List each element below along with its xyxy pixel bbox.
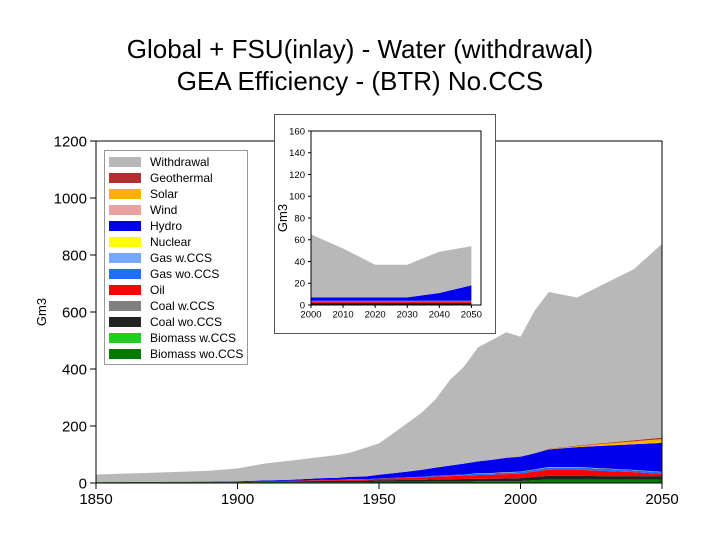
inset-y-tick-label: 120 (289, 170, 305, 181)
inset-series-hydro (311, 285, 472, 301)
legend-label: Oil (150, 282, 165, 297)
legend-swatch (109, 348, 141, 359)
legend-label: Withdrawal (150, 154, 210, 169)
inset-x-tick-label: 2010 (333, 310, 354, 321)
inset-series-withdrawal (311, 234, 472, 298)
legend-label: Hydro (150, 218, 183, 233)
main-x-tick-label: 1850 (79, 491, 112, 508)
legend-swatch (109, 300, 141, 311)
main-series-coal-wo-ccs (96, 475, 662, 483)
chart-title-line-2: GEA Efficiency - (BTR) No.CCS (176, 66, 544, 96)
legend-swatch (109, 252, 141, 263)
inset-x-tick-label: 2030 (397, 310, 418, 321)
main-series-withdrawal (96, 243, 662, 483)
legend-item-nuclear: Nuclear (109, 234, 191, 249)
legend-item-gas-w-ccs: Gas w.CCS (109, 250, 212, 265)
legend-label: Gas wo.CCS (150, 266, 220, 281)
inset-x-tick-label: 2000 (300, 310, 321, 321)
legend-label: Coal w.CCS (150, 298, 215, 313)
main-x-tick-label: 2050 (645, 491, 678, 508)
legend-item-gas-wo-ccs: Gas wo.CCS (109, 266, 219, 281)
legend-label: Biomass w.CCS (150, 330, 237, 345)
legend-swatch (109, 284, 141, 295)
legend-item-withdrawal: Withdrawal (109, 154, 209, 169)
legend-label: Geothermal (150, 170, 213, 185)
chart-legend: Withdrawal Geothermal Solar Wind Hydro Nuclea… (104, 150, 248, 365)
main-y-tick-label: 1200 (54, 133, 87, 150)
legend-label: Gas w.CCS (150, 250, 213, 265)
legend-item-geothermal: Geothermal (109, 170, 213, 185)
legend-swatch (109, 204, 141, 215)
legend-item-oil: Oil (109, 282, 165, 297)
legend-label: Coal wo.CCS (150, 314, 223, 329)
legend-item-coal-w-ccs: Coal w.CCS (109, 298, 215, 313)
inset-y-tick-label: 40 (294, 257, 305, 268)
legend-label: Wind (150, 202, 178, 217)
inset-y-tick-label: 160 (289, 126, 305, 137)
main-x-tick-label: 2000 (504, 491, 537, 508)
legend-swatch (109, 316, 141, 327)
inset-x-tick-label: 2040 (429, 310, 450, 321)
inset-series-coal-wo-ccs (311, 302, 472, 305)
inset-y-tick-label: 60 (294, 235, 305, 246)
inset-x-tick-label: 2050 (461, 310, 482, 321)
main-y-tick-label: 400 (62, 361, 87, 378)
legend-item-coal-wo-ccs: Coal wo.CCS (109, 314, 222, 329)
main-y-tick-label: 200 (62, 418, 87, 435)
inset-y-tick-label: 140 (289, 148, 305, 159)
legend-item-solar: Solar (109, 186, 178, 201)
main-y-tick-label: 0 (79, 475, 87, 492)
legend-label: Biomass wo.CCS (150, 346, 244, 361)
main-series-gas-wo-ccs (96, 467, 662, 483)
legend-item-hydro: Hydro (109, 218, 182, 233)
inset-y-axis-title: Gm3 (275, 204, 290, 232)
inset-x-tick-label: 2020 (365, 310, 386, 321)
main-y-axis-title: Gm3 (34, 298, 49, 326)
main-series-hydro (96, 442, 662, 483)
legend-item-wind: Wind (109, 202, 177, 217)
inset-y-tick-label: 0 (300, 300, 305, 311)
chart-title-line-1: Global + FSU(inlay) - Water (withdrawal) (126, 34, 594, 64)
inset-series-oil (311, 301, 472, 303)
legend-swatch (109, 188, 141, 199)
legend-label: Nuclear (150, 234, 192, 249)
legend-item-biomass-wo-ccs: Biomass wo.CCS (109, 346, 243, 361)
inset-y-tick-label: 100 (289, 192, 305, 203)
inset-series-gas-wo-ccs (311, 300, 472, 302)
legend-swatch (109, 236, 141, 247)
inset-y-tick-label: 20 (294, 279, 305, 290)
legend-swatch (109, 332, 141, 343)
inset-chart-panel: 0 20 40 60 80 100 120 140 160 2000 2010 2020 2030 204… (274, 114, 496, 334)
legend-swatch (109, 268, 141, 279)
legend-item-biomass-w-ccs: Biomass w.CCS (109, 330, 236, 345)
main-x-tick-label: 1900 (221, 491, 254, 508)
main-y-tick-label: 600 (62, 304, 87, 321)
main-y-tick-label: 800 (62, 247, 87, 264)
legend-swatch (109, 220, 141, 231)
legend-label: Solar (150, 186, 179, 201)
legend-swatch (109, 172, 141, 183)
legend-swatch (109, 156, 141, 167)
main-x-tick-label: 1950 (362, 491, 395, 508)
main-series-nuclear (96, 467, 662, 483)
main-series-oil (96, 469, 662, 483)
main-y-tick-label: 1000 (54, 190, 87, 207)
inset-y-tick-label: 80 (294, 213, 305, 224)
